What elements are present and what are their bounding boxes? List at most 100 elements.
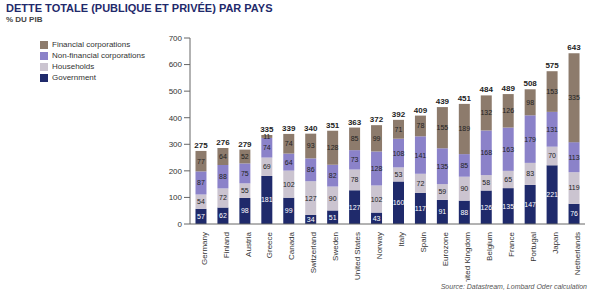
svg-text:Netherlands: Netherlands (573, 232, 582, 275)
svg-text:135: 135 (437, 163, 449, 170)
svg-text:363: 363 (348, 118, 362, 127)
svg-text:141: 141 (415, 152, 427, 159)
svg-text:400: 400 (169, 114, 183, 123)
svg-text:126: 126 (502, 107, 514, 114)
svg-text:128: 128 (371, 165, 383, 172)
svg-text:643: 643 (567, 43, 581, 52)
svg-text:Spain: Spain (419, 232, 428, 252)
svg-text:88: 88 (219, 173, 227, 180)
svg-text:64: 64 (285, 159, 293, 166)
svg-text:Canada: Canada (287, 231, 296, 260)
svg-text:France: France (507, 231, 516, 256)
svg-text:Germany: Germany (200, 232, 209, 265)
svg-text:168: 168 (480, 149, 492, 156)
svg-text:179: 179 (524, 136, 536, 143)
svg-text:489: 489 (502, 84, 516, 93)
svg-text:64: 64 (219, 153, 227, 160)
svg-text:439: 439 (436, 97, 450, 106)
svg-text:98: 98 (241, 207, 249, 214)
svg-text:484: 484 (480, 85, 494, 94)
svg-text:181: 181 (261, 196, 273, 203)
svg-text:153: 153 (546, 88, 558, 95)
svg-text:99: 99 (373, 135, 381, 142)
svg-text:71: 71 (395, 126, 403, 133)
svg-text:United States: United States (353, 232, 362, 280)
svg-text:155: 155 (437, 124, 449, 131)
svg-text:Italy: Italy (397, 232, 406, 247)
svg-text:128: 128 (327, 144, 339, 151)
svg-text:77: 77 (197, 158, 205, 165)
svg-text:600: 600 (169, 60, 183, 69)
svg-text:275: 275 (194, 141, 208, 150)
svg-text:279: 279 (238, 140, 252, 149)
svg-text:91: 91 (438, 208, 446, 215)
svg-text:65: 65 (504, 176, 512, 183)
svg-text:126: 126 (480, 204, 492, 211)
svg-text:57: 57 (197, 213, 205, 220)
svg-text:85: 85 (351, 135, 359, 142)
svg-text:127: 127 (349, 204, 361, 211)
svg-text:55: 55 (241, 187, 249, 194)
svg-text:86: 86 (307, 166, 315, 173)
svg-text:Sweden: Sweden (331, 232, 340, 261)
svg-text:339: 339 (282, 124, 296, 133)
svg-text:34: 34 (307, 216, 315, 223)
svg-text:90: 90 (329, 195, 337, 202)
svg-text:85: 85 (460, 162, 468, 169)
svg-text:335: 335 (260, 125, 274, 134)
svg-text:82: 82 (329, 172, 337, 179)
svg-text:113: 113 (568, 154, 579, 161)
svg-text:163: 163 (502, 146, 514, 153)
svg-text:108: 108 (393, 150, 405, 157)
svg-text:132: 132 (480, 109, 492, 116)
svg-text:53: 53 (395, 171, 403, 178)
svg-text:351: 351 (326, 121, 340, 130)
svg-text:52: 52 (241, 153, 249, 160)
svg-text:Eurozone: Eurozone (441, 231, 450, 266)
svg-text:160: 160 (393, 199, 405, 206)
svg-text:72: 72 (219, 194, 227, 201)
svg-text:117: 117 (415, 205, 426, 212)
svg-text:74: 74 (285, 140, 293, 147)
svg-text:409: 409 (414, 106, 428, 115)
svg-text:Greece: Greece (265, 231, 274, 258)
svg-text:372: 372 (370, 115, 384, 124)
svg-text:90: 90 (460, 185, 468, 192)
svg-text:73: 73 (351, 156, 359, 163)
svg-text:131: 131 (546, 126, 558, 133)
svg-text:69: 69 (263, 163, 271, 170)
svg-text:300: 300 (169, 140, 183, 149)
svg-text:78: 78 (351, 176, 359, 183)
svg-text:72: 72 (417, 180, 425, 187)
svg-text:335: 335 (568, 94, 580, 101)
svg-text:88: 88 (460, 209, 468, 216)
svg-text:276: 276 (216, 138, 230, 147)
svg-text:0: 0 (178, 220, 183, 229)
svg-text:75: 75 (241, 170, 249, 177)
svg-text:83: 83 (526, 170, 534, 177)
svg-text:70: 70 (548, 152, 556, 159)
svg-text:500: 500 (169, 87, 183, 96)
svg-text:62: 62 (219, 212, 227, 219)
svg-text:54: 54 (197, 198, 205, 205)
svg-text:United Kingdom: United Kingdom (463, 232, 472, 282)
svg-text:200: 200 (169, 167, 183, 176)
svg-text:99: 99 (285, 207, 293, 214)
svg-text:451: 451 (458, 94, 472, 103)
svg-text:Switzerland: Switzerland (309, 232, 318, 273)
svg-text:Belgium: Belgium (485, 232, 494, 261)
svg-text:700: 700 (169, 34, 183, 43)
svg-text:221: 221 (546, 191, 558, 198)
svg-text:74: 74 (263, 144, 271, 151)
svg-text:135: 135 (502, 203, 514, 210)
svg-text:78: 78 (417, 122, 425, 129)
svg-text:98: 98 (526, 99, 534, 106)
svg-text:102: 102 (371, 196, 383, 203)
svg-text:Finland: Finland (222, 232, 231, 258)
svg-text:100: 100 (169, 193, 183, 202)
svg-text:147: 147 (524, 201, 536, 208)
svg-text:59: 59 (438, 188, 446, 195)
svg-text:127: 127 (305, 195, 317, 202)
svg-text:93: 93 (307, 142, 315, 149)
svg-text:119: 119 (568, 184, 579, 191)
